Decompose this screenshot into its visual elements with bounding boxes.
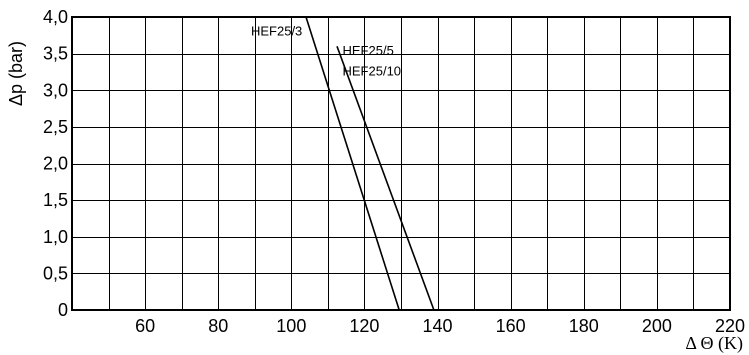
series-annotation: HEF25/3 bbox=[251, 23, 302, 38]
x-tick-label: 160 bbox=[496, 316, 526, 336]
x-tick-label: 80 bbox=[208, 316, 228, 336]
y-tick-label: 3,5 bbox=[43, 44, 68, 64]
y-axis-label: Δp (bar) bbox=[6, 41, 26, 106]
x-tick-label: 180 bbox=[569, 316, 599, 336]
x-tick-label: 120 bbox=[349, 316, 379, 336]
series-line-2 bbox=[336, 46, 435, 311]
y-tick-label: 0 bbox=[58, 300, 68, 320]
x-tick-labels: 60 80 100 120 140 160 180 200 220 bbox=[135, 316, 745, 336]
series-annotation: HEF25/10 bbox=[343, 64, 402, 79]
y-tick-label: 1,5 bbox=[43, 190, 68, 210]
y-tick-label: 2,5 bbox=[43, 117, 68, 137]
y-tick-labels: 0 0,5 1,0 1,5 2,0 2,5 3,0 3,5 4,0 bbox=[43, 7, 68, 320]
annotation-layer: HEF25/3 HEF25/5 HEF25/10 bbox=[251, 23, 401, 78]
x-tick-label: 200 bbox=[642, 316, 672, 336]
y-tick-label: 2,0 bbox=[43, 154, 68, 174]
x-tick-label: 140 bbox=[423, 316, 453, 336]
x-tick-label: 100 bbox=[276, 316, 306, 336]
series-line-1 bbox=[305, 16, 400, 311]
y-tick-label: 4,0 bbox=[43, 7, 68, 27]
x-tick-label: 60 bbox=[135, 316, 155, 336]
x-tick-label: 220 bbox=[715, 316, 745, 336]
series-layer bbox=[305, 16, 435, 311]
y-tick-label: 1,0 bbox=[43, 227, 68, 247]
plot-frame bbox=[71, 16, 731, 311]
grid bbox=[72, 17, 730, 310]
y-tick-label: 0,5 bbox=[43, 263, 68, 283]
y-tick-label: 3,0 bbox=[43, 80, 68, 100]
x-axis-label: Δ Θ (K) bbox=[685, 333, 743, 354]
series-annotation: HEF25/5 bbox=[343, 43, 394, 58]
